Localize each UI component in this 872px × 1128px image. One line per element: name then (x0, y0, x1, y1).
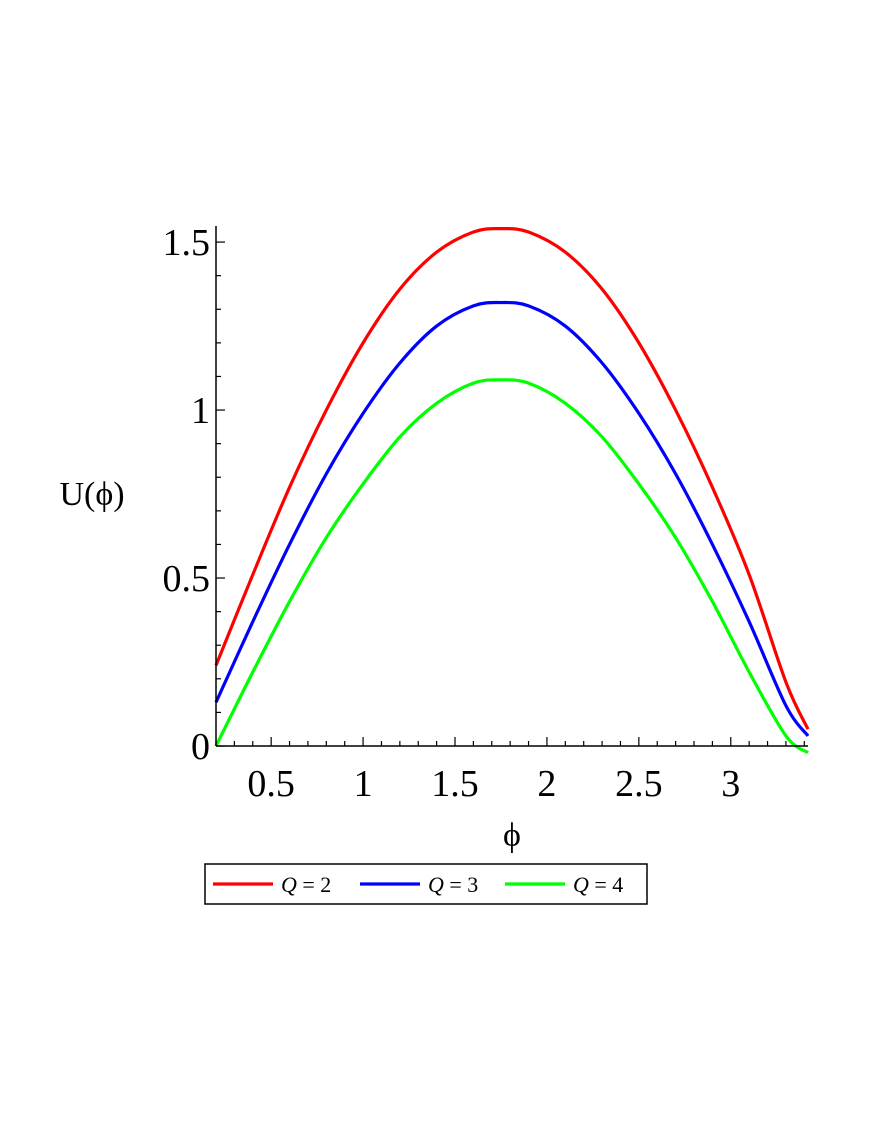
y-tick-label: 0 (191, 726, 210, 768)
plot-area: 0.5 1 1.5 2 2.5 3 0 0.5 1 1.5 (163, 222, 810, 805)
x-tick-label: 3 (721, 763, 740, 805)
series-line-1 (214, 227, 810, 730)
x-tick-label: 0.5 (247, 763, 295, 805)
legend-label-2: Q = 3 (428, 872, 478, 897)
y-ticks: 0 0.5 1 1.5 (163, 222, 225, 768)
series-line-3 (214, 378, 809, 755)
y-tick-label: 1.5 (163, 222, 211, 264)
y-tick-label: 1 (191, 390, 210, 432)
legend-items: Q = 2 Q = 3 Q = 4 (213, 872, 623, 897)
legend-label-3: Q = 4 (573, 872, 623, 897)
series-line-2 (214, 300, 810, 737)
x-tick-label: 1 (354, 763, 373, 805)
x-axis-label: ϕ (503, 817, 521, 854)
series-layer (214, 227, 810, 755)
x-tick-label: 2.5 (615, 763, 663, 805)
y-axis-label: U(ϕ) (59, 476, 124, 513)
legend-box (204, 863, 648, 905)
legend-label-1: Q = 2 (281, 872, 331, 897)
x-ticks: 0.5 1 1.5 2 2.5 3 (215, 737, 805, 805)
y-tick-label: 0.5 (163, 558, 211, 600)
x-tick-label: 1.5 (431, 763, 479, 805)
legend: Q = 2 Q = 3 Q = 4 (204, 863, 648, 905)
x-tick-label: 2 (537, 763, 556, 805)
